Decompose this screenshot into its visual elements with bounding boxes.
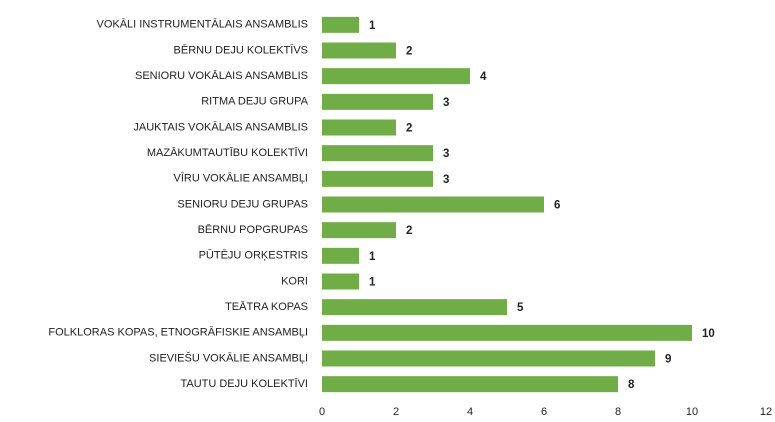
bar — [322, 145, 433, 162]
value-label: 2 — [406, 46, 412, 58]
bar — [322, 170, 433, 187]
y-tick-label: BĒRNU POPGRUPAS — [198, 224, 308, 236]
y-tick-label: TAUTU DEJU KOLEKTĪVI — [180, 378, 308, 390]
bar — [322, 247, 359, 264]
y-tick-label: VĪRU VOKĀLIE ANSAMBĻI — [174, 173, 309, 185]
value-label: 9 — [665, 354, 671, 366]
x-tick-label: 0 — [319, 406, 325, 418]
bar — [322, 119, 396, 136]
x-tick-label: 8 — [615, 406, 621, 418]
y-tick-label: JAUKTAIS VOKĀLAIS ANSAMBLIS — [133, 121, 308, 133]
bar — [322, 350, 655, 367]
y-tick-label: SENIORU VOKĀLAIS ANSAMBLIS — [135, 70, 308, 82]
value-label: 2 — [406, 123, 412, 135]
y-tick-label: SENIORU DEJU GRUPAS — [177, 198, 308, 210]
bar — [322, 68, 470, 85]
x-tick-label: 10 — [686, 406, 698, 418]
bar — [322, 273, 359, 290]
bar — [322, 16, 359, 33]
bar — [322, 42, 396, 59]
bar — [322, 196, 544, 213]
value-label: 2 — [406, 225, 412, 237]
value-label: 10 — [702, 328, 715, 340]
y-tick-label: MAZĀKUMTAUTĪBU KOLEKTĪVI — [147, 147, 308, 159]
bar — [322, 93, 433, 110]
bar — [322, 222, 396, 239]
bar — [322, 376, 618, 393]
value-label: 3 — [443, 97, 449, 109]
value-label: 1 — [369, 251, 376, 263]
y-tick-label: KORI — [281, 275, 308, 287]
x-tick-label: 12 — [760, 406, 772, 418]
value-label: 1 — [369, 277, 376, 289]
y-tick-label: RITMA DEJU GRUPA — [201, 96, 308, 108]
y-tick-label: PŪTĒJU ORĶESTRIS — [199, 250, 308, 262]
value-label: 6 — [554, 200, 560, 212]
y-tick-label: VOKĀLI INSTRUMENTĀLAIS ANSAMBLIS — [96, 19, 308, 31]
bar — [322, 324, 692, 341]
value-label: 8 — [628, 379, 635, 391]
bar — [322, 299, 507, 316]
y-tick-label: SIEVIEŠU VOKĀLIE ANSAMBĻI — [149, 351, 308, 364]
value-label: 1 — [369, 20, 376, 32]
value-label: 5 — [517, 302, 524, 314]
value-label: 4 — [480, 71, 487, 83]
y-tick-label: TEĀTRA KOPAS — [225, 301, 308, 313]
y-tick-label: BĒRNU DEJU KOLEKTĪVS — [174, 44, 308, 56]
x-tick-label: 2 — [393, 406, 399, 418]
x-tick-label: 6 — [541, 406, 547, 418]
x-tick-label: 4 — [467, 406, 473, 418]
y-tick-label: FOLKLORAS KOPAS, ETNOGRĀFISKIE ANSAMBĻI — [48, 327, 308, 339]
value-label: 3 — [443, 148, 449, 160]
value-label: 3 — [443, 174, 449, 186]
